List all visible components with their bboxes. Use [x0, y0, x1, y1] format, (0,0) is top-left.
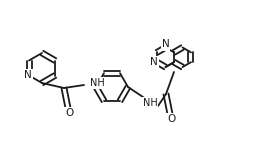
Text: N: N: [24, 71, 32, 80]
Text: N: N: [150, 57, 158, 67]
Text: NH: NH: [143, 98, 157, 108]
Text: NH: NH: [90, 78, 105, 88]
Text: N: N: [162, 39, 169, 49]
Text: O: O: [65, 108, 73, 118]
Text: O: O: [167, 114, 175, 124]
